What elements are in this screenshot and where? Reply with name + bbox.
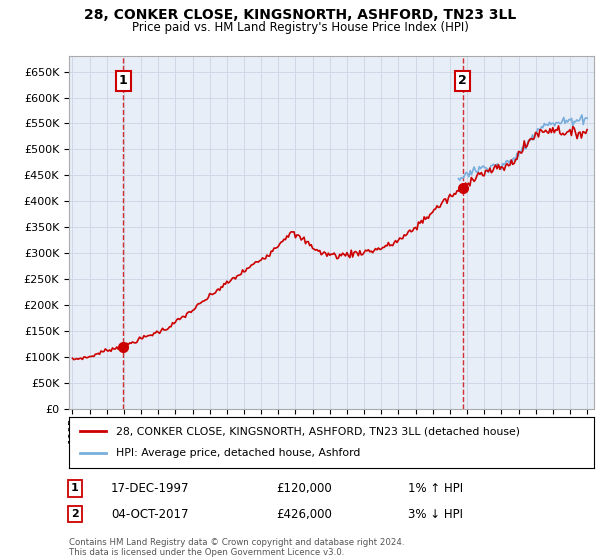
Text: 1: 1 [71, 483, 79, 493]
Text: £120,000: £120,000 [276, 482, 332, 495]
Text: Contains HM Land Registry data © Crown copyright and database right 2024.
This d: Contains HM Land Registry data © Crown c… [69, 538, 404, 557]
Text: 3% ↓ HPI: 3% ↓ HPI [408, 507, 463, 521]
Text: 28, CONKER CLOSE, KINGSNORTH, ASHFORD, TN23 3LL: 28, CONKER CLOSE, KINGSNORTH, ASHFORD, T… [84, 8, 516, 22]
Text: 1: 1 [119, 74, 128, 87]
Text: 04-OCT-2017: 04-OCT-2017 [111, 507, 188, 521]
Text: 2: 2 [71, 509, 79, 519]
Text: 17-DEC-1997: 17-DEC-1997 [111, 482, 190, 495]
Text: 1% ↑ HPI: 1% ↑ HPI [408, 482, 463, 495]
Text: 28, CONKER CLOSE, KINGSNORTH, ASHFORD, TN23 3LL (detached house): 28, CONKER CLOSE, KINGSNORTH, ASHFORD, T… [116, 426, 520, 436]
Text: £426,000: £426,000 [276, 507, 332, 521]
Text: HPI: Average price, detached house, Ashford: HPI: Average price, detached house, Ashf… [116, 449, 361, 459]
Text: 2: 2 [458, 74, 467, 87]
Text: Price paid vs. HM Land Registry's House Price Index (HPI): Price paid vs. HM Land Registry's House … [131, 21, 469, 34]
